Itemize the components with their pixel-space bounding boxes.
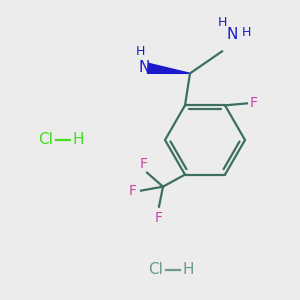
Text: H: H bbox=[217, 16, 227, 29]
Text: F: F bbox=[129, 184, 137, 198]
Text: F: F bbox=[140, 157, 148, 171]
Text: N: N bbox=[226, 27, 238, 42]
Text: F: F bbox=[155, 211, 163, 225]
Text: H: H bbox=[182, 262, 194, 278]
Text: H: H bbox=[242, 26, 251, 39]
Text: Cl: Cl bbox=[148, 262, 163, 278]
Polygon shape bbox=[147, 63, 190, 74]
Text: Cl: Cl bbox=[38, 133, 53, 148]
Text: H: H bbox=[72, 133, 83, 148]
Text: N: N bbox=[138, 60, 150, 75]
Text: H: H bbox=[135, 45, 145, 58]
Text: F: F bbox=[250, 96, 258, 110]
